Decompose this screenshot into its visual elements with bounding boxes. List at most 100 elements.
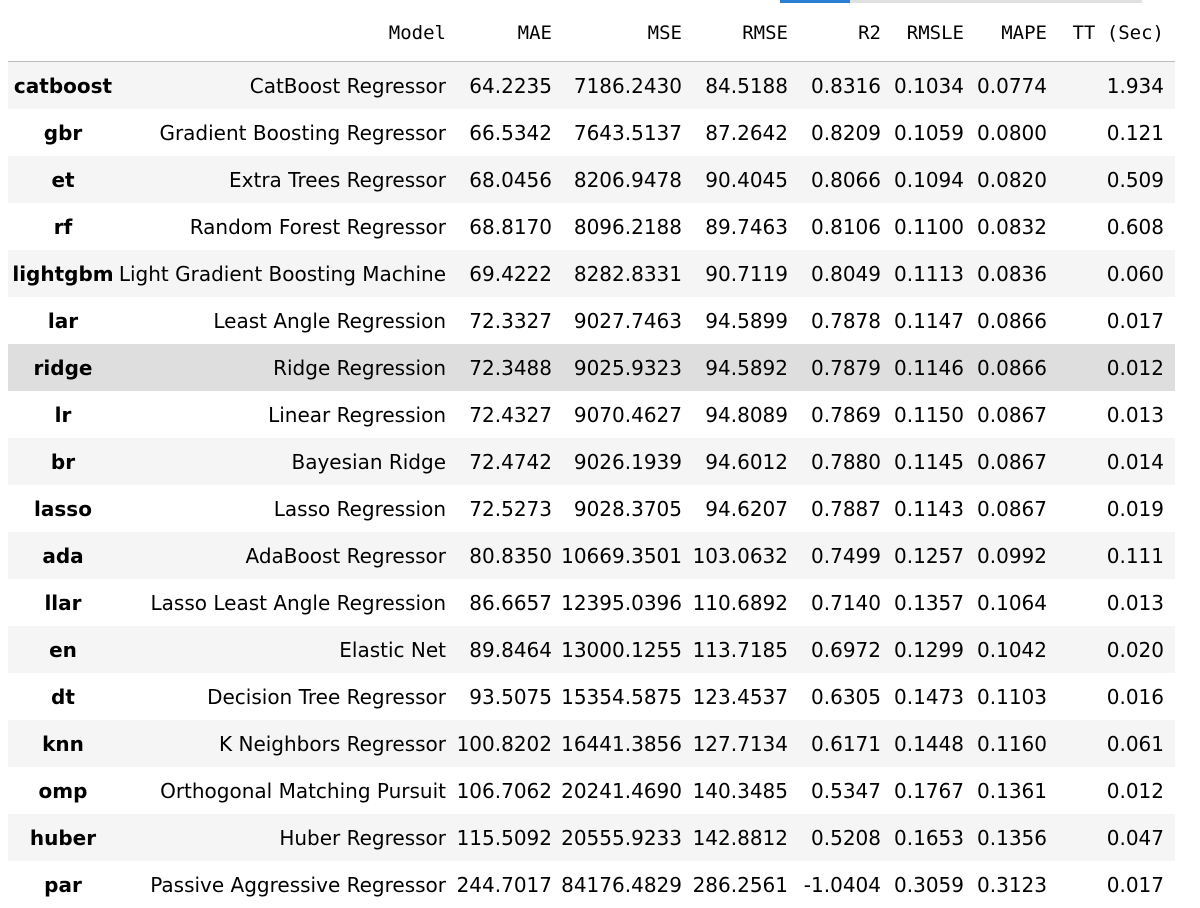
row-index: par — [44, 872, 82, 897]
table-row[interactable]: par Passive Aggressive Regressor 244.7017 8… — [8, 861, 1175, 908]
table-row[interactable]: catboost CatBoost Regressor 64.2235 7186.24… — [8, 62, 1175, 109]
mae-cell: 72.4327 — [469, 402, 552, 427]
tt-cell: 0.608 — [1106, 214, 1164, 239]
rmse-cell: 84.5188 — [705, 73, 788, 98]
mae-cell: 72.3488 — [469, 355, 552, 380]
r2-cell: 0.5347 — [811, 778, 881, 803]
table-row[interactable]: lar Least Angle Regression 72.3327 9027.746… — [8, 297, 1175, 344]
table-row[interactable]: llar Lasso Least Angle Regression 86.6657 1… — [8, 579, 1175, 626]
header-model[interactable]: Model — [388, 22, 446, 44]
rmsle-cell: 0.1299 — [894, 637, 964, 662]
model-name-cell: Gradient Boosting Regressor — [159, 120, 446, 145]
mae-cell: 72.4742 — [469, 449, 552, 474]
r2-cell: 0.7887 — [811, 496, 881, 521]
header-mae[interactable]: MAE — [517, 22, 552, 44]
mape-cell: 0.1160 — [977, 731, 1047, 756]
tt-cell: 0.121 — [1106, 120, 1164, 145]
row-index: ada — [42, 543, 84, 568]
rmse-cell: 113.7185 — [692, 637, 788, 662]
table-row[interactable]: huber Huber Regressor 115.5092 20555.9233 14… — [8, 814, 1175, 861]
table-row[interactable]: ada AdaBoost Regressor 80.8350 10669.3501 10… — [8, 532, 1175, 579]
row-index: et — [51, 167, 75, 192]
tt-cell: 0.020 — [1106, 637, 1164, 662]
table-row[interactable]: knn K Neighbors Regressor 100.8202 16441.38… — [8, 720, 1175, 767]
header-tt[interactable]: TT (Sec) — [1072, 22, 1164, 44]
tt-cell: 0.019 — [1106, 496, 1164, 521]
r2-cell: 0.6171 — [811, 731, 881, 756]
r2-cell: 0.7140 — [811, 590, 881, 615]
tt-cell: 0.013 — [1106, 590, 1164, 615]
row-index: huber — [29, 825, 97, 850]
mape-cell: 0.1042 — [977, 637, 1047, 662]
mape-cell: 0.0832 — [977, 214, 1047, 239]
row-index: br — [50, 449, 76, 474]
row-index: lightgbm — [12, 261, 114, 286]
scrollbar-thumb[interactable] — [780, 0, 850, 3]
row-index: gbr — [43, 120, 83, 145]
tt-cell: 0.111 — [1106, 543, 1164, 568]
mape-cell: 0.0774 — [977, 73, 1047, 98]
mse-cell: 13000.1255 — [561, 637, 682, 662]
mape-cell: 0.0866 — [977, 355, 1047, 380]
table-row[interactable]: dt Decision Tree Regressor 93.5075 15354.58… — [8, 673, 1175, 720]
rmse-cell: 90.7119 — [705, 261, 788, 286]
rmse-cell: 142.8812 — [692, 825, 788, 850]
table-row[interactable]: lr Linear Regression 72.4327 9070.4627 94.80… — [8, 391, 1175, 438]
model-name-cell: Extra Trees Regressor — [229, 167, 446, 192]
r2-cell: 0.8049 — [811, 261, 881, 286]
model-name-cell: Light Gradient Boosting Machine — [118, 261, 446, 286]
rmsle-cell: 0.1448 — [894, 731, 964, 756]
mae-cell: 115.5092 — [456, 825, 552, 850]
header-rmse[interactable]: RMSE — [742, 22, 788, 44]
table-row[interactable]: gbr Gradient Boosting Regressor 66.5342 764… — [8, 109, 1175, 156]
r2-cell: 0.7869 — [811, 402, 881, 427]
mae-cell: 72.3327 — [469, 308, 552, 333]
model-name-cell: K Neighbors Regressor — [219, 731, 446, 756]
model-name-cell: Ridge Regression — [273, 355, 446, 380]
header-rmsle[interactable]: RMSLE — [906, 22, 964, 44]
rmse-cell: 94.6012 — [705, 449, 788, 474]
table-body: catboost CatBoost Regressor 64.2235 7186.24… — [8, 62, 1175, 908]
row-index: lr — [54, 402, 72, 427]
model-name-cell: Random Forest Regressor — [189, 214, 446, 239]
row-index: catboost — [13, 73, 113, 98]
mse-cell: 9028.3705 — [573, 496, 682, 521]
mse-cell: 84176.4829 — [561, 872, 682, 897]
table-row[interactable]: et Extra Trees Regressor 68.0456 8206.9478 9… — [8, 156, 1175, 203]
r2-cell: 0.8209 — [811, 120, 881, 145]
table-row[interactable]: rf Random Forest Regressor 68.8170 8096.218… — [8, 203, 1175, 250]
table-row[interactable]: lightgbm Light Gradient Boosting Machine 6… — [8, 250, 1175, 297]
model-name-cell: Lasso Regression — [273, 496, 446, 521]
table-row[interactable]: en Elastic Net 89.8464 13000.1255 113.7185 0.… — [8, 626, 1175, 673]
mse-cell: 12395.0396 — [561, 590, 682, 615]
rmse-cell: 103.0632 — [692, 543, 788, 568]
mae-cell: 68.8170 — [469, 214, 552, 239]
scrollbar-track[interactable] — [780, 0, 1142, 3]
table-row[interactable]: lasso Lasso Regression 72.5273 9028.3705 94.… — [8, 485, 1175, 532]
tt-cell: 0.012 — [1106, 778, 1164, 803]
table-row[interactable]: omp Orthogonal Matching Pursuit 106.7062 20… — [8, 767, 1175, 814]
table-header: Model MAE MSE RMSE R2 RMSLE MAPE TT (Sec… — [8, 10, 1175, 62]
mape-cell: 0.0867 — [977, 449, 1047, 474]
rmsle-cell: 0.1473 — [894, 684, 964, 709]
rmsle-cell: 0.1767 — [894, 778, 964, 803]
row-index: en — [49, 637, 77, 662]
mape-cell: 0.0800 — [977, 120, 1047, 145]
mse-cell: 8282.8331 — [573, 261, 682, 286]
model-comparison-table: Model MAE MSE RMSE R2 RMSLE MAPE TT (Sec… — [8, 10, 1175, 908]
mape-cell: 0.0866 — [977, 308, 1047, 333]
r2-cell: 0.8066 — [811, 167, 881, 192]
row-index: rf — [53, 214, 73, 239]
rmsle-cell: 0.1653 — [894, 825, 964, 850]
model-name-cell: Decision Tree Regressor — [207, 684, 446, 709]
mae-cell: 69.4222 — [469, 261, 552, 286]
table-row[interactable]: br Bayesian Ridge 72.4742 9026.1939 94.6012 0… — [8, 438, 1175, 485]
header-mse[interactable]: MSE — [647, 22, 682, 44]
tt-cell: 0.017 — [1106, 308, 1164, 333]
row-index: dt — [51, 684, 75, 709]
header-mape[interactable]: MAPE — [1001, 22, 1047, 44]
header-r2[interactable]: R2 — [858, 22, 881, 44]
table-row[interactable]: ridge Ridge Regression 72.3488 9025.9323 94.… — [8, 344, 1175, 391]
mape-cell: 0.0867 — [977, 402, 1047, 427]
rmsle-cell: 0.1100 — [894, 214, 964, 239]
